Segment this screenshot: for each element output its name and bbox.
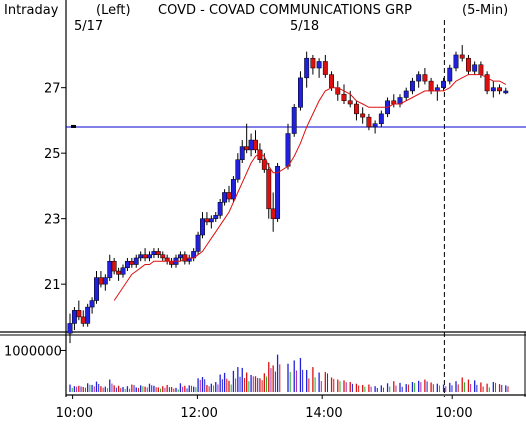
price-tick-label: 27 xyxy=(44,82,61,97)
volume-layer xyxy=(69,354,509,392)
chart-axes xyxy=(0,0,526,399)
candle-body xyxy=(217,202,223,216)
price-tick-label: 25 xyxy=(44,147,61,162)
candle-body xyxy=(503,90,509,94)
day-label-2: 5/18 xyxy=(290,19,319,34)
price-tick-label: 23 xyxy=(44,213,61,228)
candle-body xyxy=(310,57,316,69)
candle-body xyxy=(459,54,465,59)
chart-title: COVD - COVAD COMMUNICATIONS GRP xyxy=(158,3,412,18)
candle-body xyxy=(80,316,86,324)
candle-body xyxy=(329,74,335,88)
candle-body xyxy=(403,90,409,98)
candle-body xyxy=(253,139,258,151)
candle-body xyxy=(169,260,175,265)
candle-body xyxy=(67,323,73,334)
axis-side-label: (Left) xyxy=(96,3,131,18)
candle-body xyxy=(147,254,152,259)
candle-body xyxy=(235,159,241,180)
price-tick-label: 21 xyxy=(44,278,61,293)
candle-body xyxy=(226,192,232,200)
candle-body xyxy=(409,80,415,92)
tick-label-layer: 21232527100000010:0012:0014:0010:0012:00… xyxy=(4,82,473,421)
candle-body xyxy=(111,260,117,272)
candle-body xyxy=(124,260,130,269)
candle-body xyxy=(490,87,496,92)
candle-body xyxy=(195,234,201,252)
time-tick-label: 10:00 xyxy=(56,406,93,421)
candle-body xyxy=(497,87,503,92)
moving-average-line xyxy=(113,74,507,301)
candle-body xyxy=(297,77,303,108)
candle-body xyxy=(291,107,297,134)
candle-body xyxy=(378,113,384,124)
reference-marker xyxy=(71,124,76,128)
candle-body xyxy=(353,103,359,115)
volume-tick-label: 1000000 xyxy=(4,344,62,359)
candle-body xyxy=(478,64,484,75)
candle-body xyxy=(453,54,459,69)
candle-body xyxy=(138,254,144,259)
candle-body xyxy=(85,306,91,324)
candle-body xyxy=(71,310,77,324)
candle-body xyxy=(484,74,490,92)
candle-body xyxy=(120,267,126,275)
candle-body xyxy=(275,166,281,219)
candle-body xyxy=(422,74,428,82)
candle-body xyxy=(285,133,291,167)
candle-body xyxy=(89,300,95,308)
candle-body xyxy=(200,218,205,236)
candle-body xyxy=(151,251,157,255)
candle-body xyxy=(116,270,122,275)
candle-body xyxy=(416,74,422,82)
candle-body xyxy=(347,100,353,105)
candle-body xyxy=(360,113,366,118)
candle-body xyxy=(129,260,135,265)
candle-body xyxy=(465,57,471,72)
moving-average-layer xyxy=(113,74,507,301)
candle-body xyxy=(270,208,276,219)
candles-layer xyxy=(67,45,509,344)
candle-body xyxy=(208,218,214,223)
candle-body xyxy=(76,310,82,318)
candle-body xyxy=(142,254,148,259)
time-tick-label: 10:00 xyxy=(435,406,472,421)
candle-body xyxy=(213,215,219,219)
candle-body xyxy=(316,61,322,69)
interval-label: (5-Min) xyxy=(462,3,508,18)
candle-body xyxy=(261,159,267,170)
candle-body xyxy=(107,260,113,278)
candle-body xyxy=(222,192,228,203)
candle-body xyxy=(472,64,478,72)
candle-body xyxy=(160,254,166,259)
candle-body xyxy=(266,169,272,210)
candle-body xyxy=(133,257,139,265)
candle-body xyxy=(428,80,434,92)
candle-body xyxy=(441,80,447,88)
time-tick-label: 14:00 xyxy=(305,406,342,421)
candle-body xyxy=(372,123,378,128)
candle-body xyxy=(248,139,254,151)
candle-body xyxy=(155,251,161,255)
candle-body xyxy=(322,61,328,75)
candle-body xyxy=(230,179,236,200)
candle-body xyxy=(204,218,210,223)
candle-body xyxy=(304,57,310,79)
candle-body xyxy=(244,146,250,151)
time-tick-label: 12:00 xyxy=(180,406,217,421)
intraday-label: Intraday xyxy=(4,3,59,18)
candle-body xyxy=(94,277,99,301)
candle-body xyxy=(102,277,108,285)
candle-body xyxy=(177,254,183,259)
candle-body xyxy=(239,146,245,160)
candle-body xyxy=(447,67,453,82)
candle-body xyxy=(366,116,372,128)
candle-body xyxy=(341,93,347,102)
candle-body xyxy=(98,277,104,285)
day-label-1: 5/17 xyxy=(74,19,103,34)
